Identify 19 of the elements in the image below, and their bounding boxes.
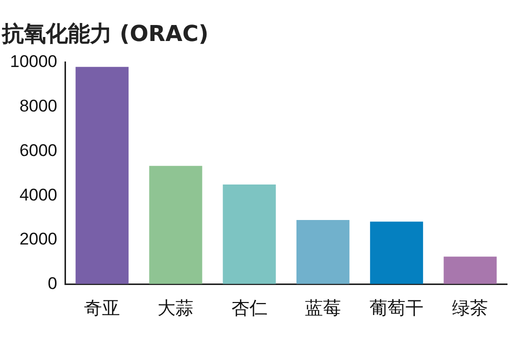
chart-title: 抗氧化能力 (ORAC) <box>1 22 209 47</box>
x-tick-label: 奇亚 <box>84 298 120 319</box>
y-tick-label: 8000 <box>19 96 58 116</box>
x-tick-label: 大蒜 <box>158 298 194 319</box>
y-tick-label: 6000 <box>19 140 58 160</box>
x-tick-label: 绿茶 <box>452 298 488 319</box>
y-tick-label: 2000 <box>19 230 58 249</box>
x-tick-label: 杏仁 <box>231 298 268 319</box>
y-tick-label: 4000 <box>19 185 58 204</box>
x-tick-label: 葡萄干 <box>370 298 424 319</box>
bar <box>296 220 350 284</box>
bar <box>222 184 276 284</box>
bar <box>444 256 497 284</box>
x-tick-label: 蓝莓 <box>304 298 341 319</box>
bar <box>76 66 129 284</box>
bar <box>149 166 202 284</box>
y-tick-label: 10000 <box>10 52 58 72</box>
bar <box>370 222 424 284</box>
y-tick-label: 0 <box>48 274 58 294</box>
